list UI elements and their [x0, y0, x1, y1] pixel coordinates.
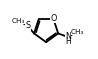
Text: O: O: [51, 14, 57, 23]
Text: CH₃: CH₃: [71, 29, 84, 35]
Text: N: N: [65, 32, 71, 41]
Text: H: H: [65, 37, 71, 46]
Text: S: S: [25, 21, 30, 30]
Text: CH₃: CH₃: [12, 18, 25, 24]
